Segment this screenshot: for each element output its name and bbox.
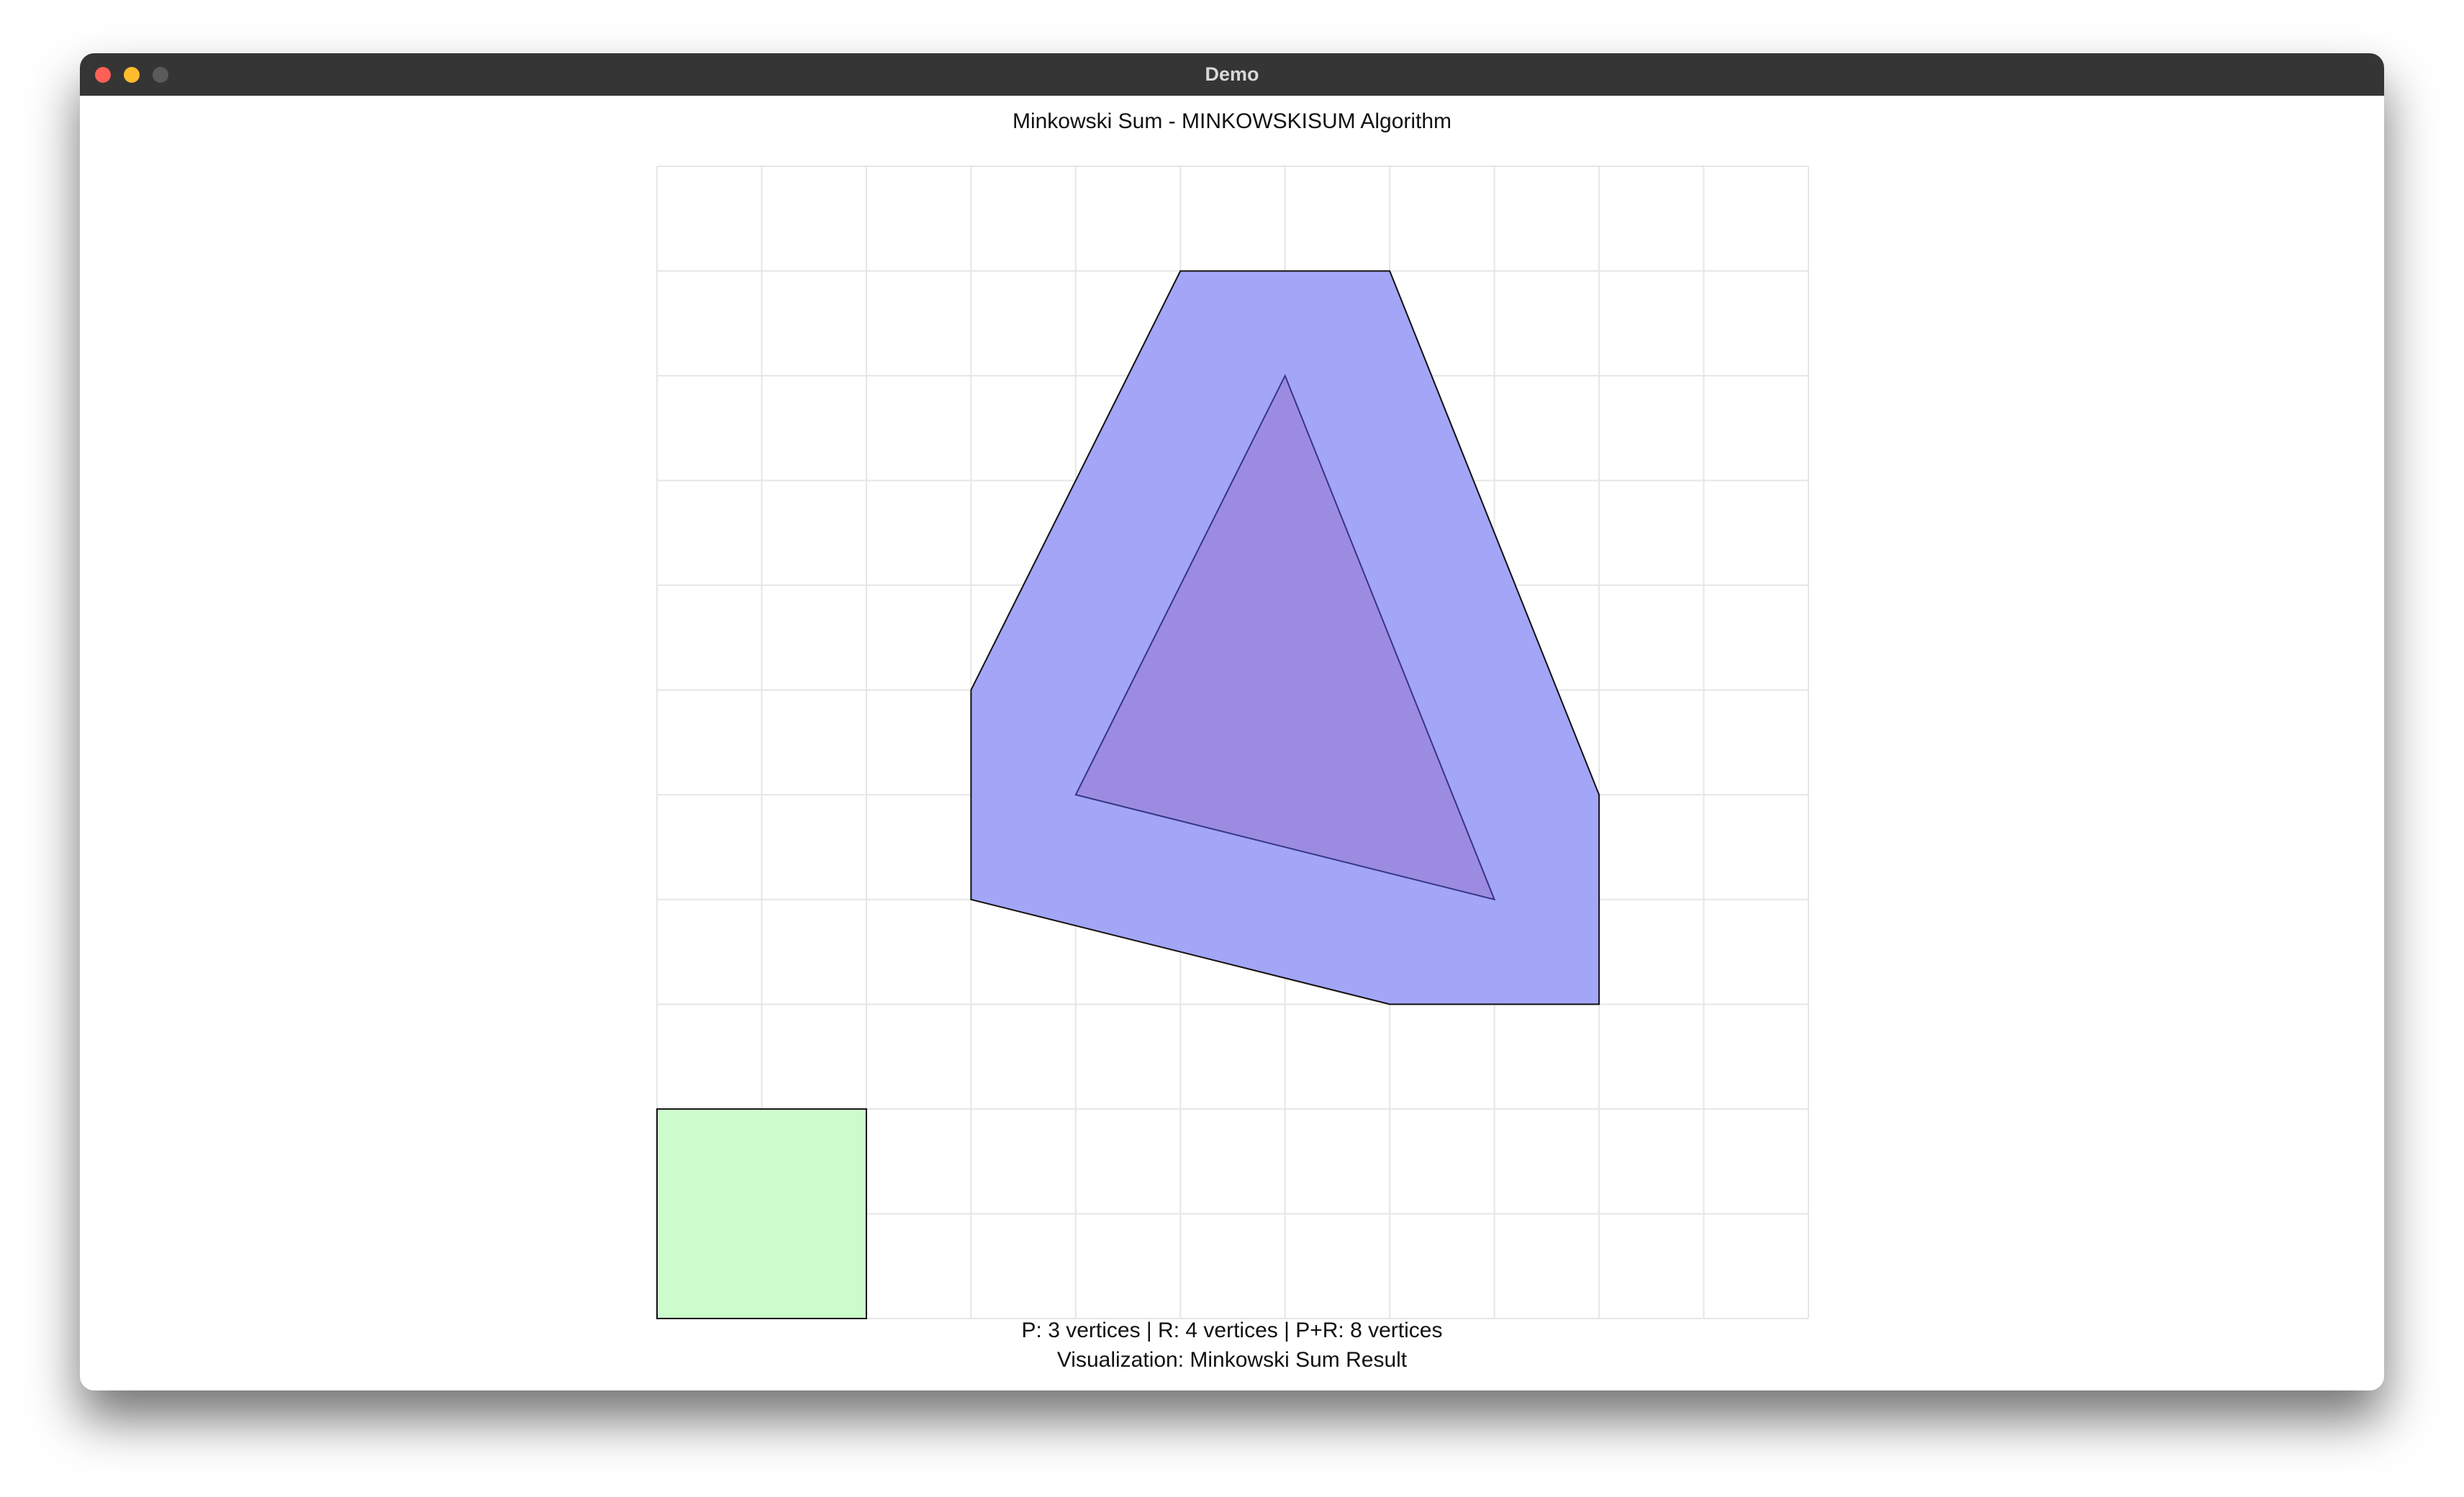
chart-title: Minkowski Sum - MINKOWSKISUM Algorithm — [1013, 109, 1451, 133]
polygon — [1074, 374, 1496, 901]
footer-text: P: 3 vertices | R: 4 vertices | P+R: 8 v… — [1022, 1319, 1443, 1342]
polygon — [656, 1108, 867, 1319]
window: Demo Minkowski Sum - MINKOWSKISUM Algori… — [80, 53, 2384, 1390]
minimize-button[interactable] — [124, 67, 140, 83]
zoom-button[interactable] — [153, 67, 168, 83]
title-bar: Demo — [80, 53, 2384, 96]
window-title: Demo — [1205, 63, 1259, 85]
footer-text: Visualization: Minkowski Sum Result — [1057, 1348, 1408, 1372]
close-button[interactable] — [95, 67, 111, 83]
canvas: Minkowski Sum - MINKOWSKISUM Algorithm P… — [656, 109, 1809, 1372]
